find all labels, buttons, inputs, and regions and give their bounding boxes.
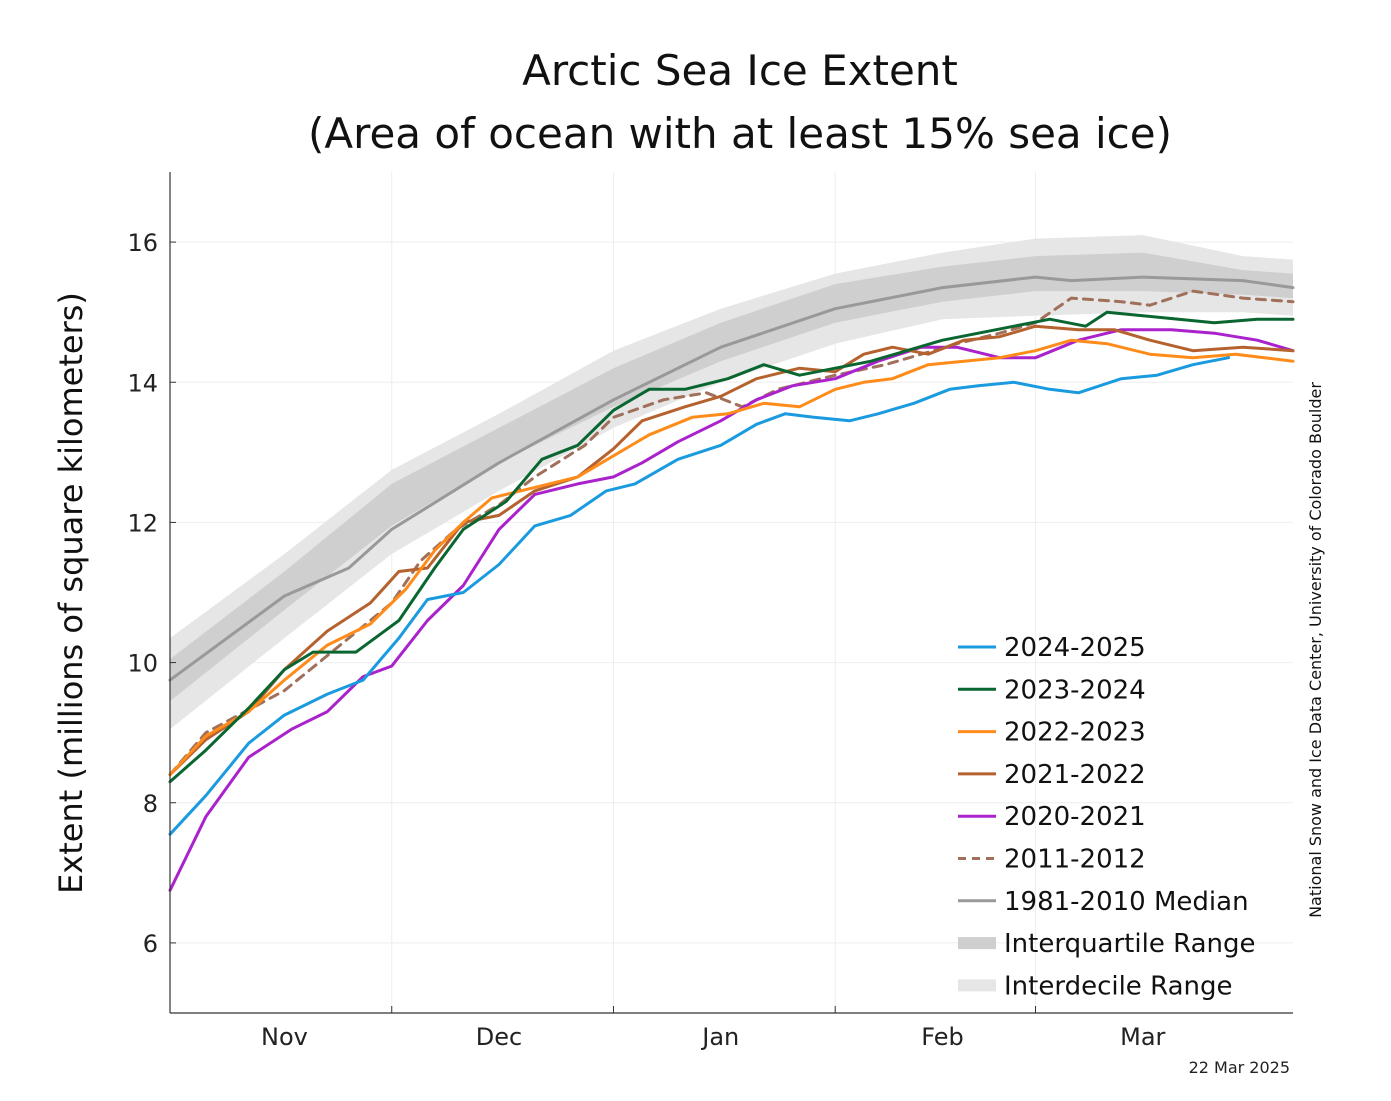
legend-label-2023-2024: 2023-2024 — [1004, 675, 1146, 705]
y-tick-label-12: 12 — [127, 509, 158, 537]
date-stamp: 22 Mar 2025 — [1189, 1058, 1290, 1077]
y-axis-label: Extent (millions of square kilometers) — [52, 292, 90, 894]
legend-swatch-interdecile-range — [958, 979, 996, 992]
x-tick-label-jan: Jan — [700, 1023, 739, 1051]
y-tick-label-16: 16 — [127, 229, 158, 257]
series-line-1981-2010-median — [168, 275, 1295, 682]
legend-label-2024-2025: 2024-2025 — [1004, 633, 1146, 663]
axes-layer — [169, 172, 1293, 1014]
y-tick-label-6: 6 — [143, 930, 158, 958]
legend-label-2022-2023: 2022-2023 — [1004, 718, 1146, 748]
series-line-2023-2024 — [168, 310, 1295, 784]
x-tick-label-nov: Nov — [261, 1023, 308, 1051]
legend-label-2021-2022: 2021-2022 — [1004, 760, 1146, 790]
legend-swatch-interquartile-range — [958, 937, 996, 950]
x-tick-label-mar: Mar — [1120, 1023, 1165, 1051]
series-line-2021-2022 — [168, 324, 1295, 777]
y-tick-label-14: 14 — [127, 369, 158, 397]
legend-label-2020-2021: 2020-2021 — [1004, 802, 1146, 832]
series-line-2022-2023 — [168, 338, 1295, 777]
legend-label-2011-2012: 2011-2012 — [1004, 845, 1146, 875]
legend-label-interdecile-range: Interdecile Range — [1004, 971, 1232, 1001]
y-tick-label-8: 8 — [143, 790, 158, 818]
chart-title-line1: Arctic Sea Ice Extent — [522, 46, 958, 95]
x-tick-label-feb: Feb — [921, 1023, 964, 1051]
chart-title-line2: (Area of ocean with at least 15% sea ice… — [308, 109, 1172, 158]
credit-text: National Snow and Ice Data Center, Unive… — [1306, 382, 1325, 918]
tick-layer: 6 8 10 12 14 16 Nov Dec Jan Feb Mar — [127, 229, 1165, 1051]
x-tick-label-dec: Dec — [476, 1023, 522, 1051]
legend: 2024-2025 2023-2024 2022-2023 2021-2022 2020… — [958, 633, 1255, 1001]
legend-label-interquartile-range: Interquartile Range — [1004, 929, 1255, 959]
series-line-2024-2025 — [168, 356, 1231, 836]
y-tick-label-10: 10 — [127, 650, 158, 678]
series-layer — [168, 275, 1295, 892]
legend-label-1981-2010-median: 1981-2010 Median — [1004, 887, 1249, 917]
